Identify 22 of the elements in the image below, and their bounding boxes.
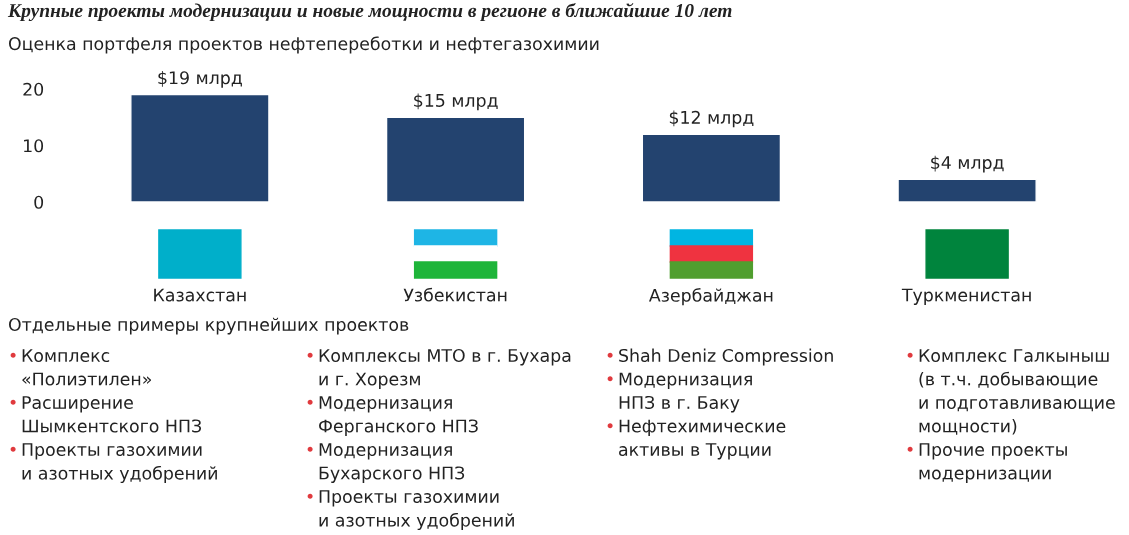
chart-title: Крупные проекты модернизации и новые мощности в регионе в ближайшие 10 лет xyxy=(7,2,732,22)
bar xyxy=(385,116,526,202)
data-label: $19 млрд xyxy=(158,70,242,88)
x-tick-label: Казахстан xyxy=(154,288,246,302)
text: • Комплекс «Полиэтилен» • Расширение Шымкентского НПЗ • Проекты газохимии и азотных удобрений xyxy=(10,349,217,484)
text: • Комплекс Галкыныш (в т.ч. добывающие и подготавливающие мощности) • Прочие проекты модернизации xyxy=(907,349,1115,483)
data-label: $12 млрд xyxy=(669,110,754,128)
text: • Комплексы МТО в г. Бухара и г. Хорезм • Модернизация Ферганского НПЗ • Модернизация Бухарского НПЗ • Проекты газохимии и азотных удобрений xyxy=(307,348,571,531)
bar xyxy=(130,93,270,202)
bar xyxy=(641,133,782,202)
text: • Shah Deniz Compression • Модернизация НПЗ в г. Баку • Нефтехимические активы в Турции xyxy=(607,348,833,460)
y-tick-label: 0 xyxy=(34,195,44,209)
data-label: $4 млрд xyxy=(931,155,1004,173)
chart-subtitle: Оценка портфеля проектов нефтепереботки и нефтегазохимии xyxy=(8,36,599,54)
x-tick-label: Азербайджан xyxy=(648,288,773,306)
x-tick-label: Узбекистан xyxy=(403,287,507,302)
x-tick-label: Туркменистан xyxy=(901,288,1031,305)
bar xyxy=(897,178,1037,202)
data-label: $15 млрд xyxy=(414,93,498,111)
y-tick-label: 10 xyxy=(24,139,44,153)
y-tick-label: 20 xyxy=(23,82,44,96)
text: Отдельные примеры крупнейших проектов xyxy=(8,317,409,335)
